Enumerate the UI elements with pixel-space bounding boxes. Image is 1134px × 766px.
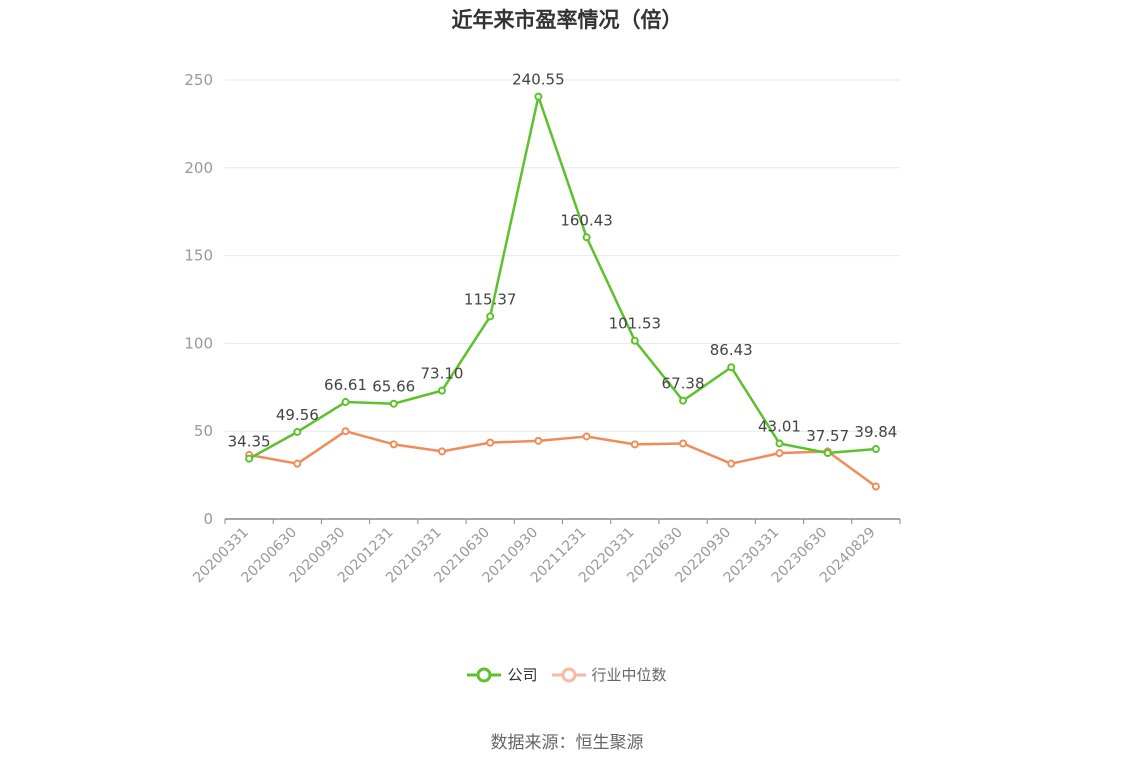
data-point-industry (679, 439, 688, 448)
y-tick-label: 150 (184, 247, 213, 265)
legend-label-industry: 行业中位数 (591, 666, 667, 684)
data-label-company: 34.35 (228, 433, 271, 451)
series-line-industry (248, 429, 877, 488)
data-label-company: 115.37 (464, 290, 517, 308)
data-point-industry (341, 427, 350, 436)
data-label-company: 49.56 (276, 406, 319, 424)
data-label-company: 37.57 (806, 427, 849, 445)
data-point-company (871, 445, 880, 454)
data-point-industry (630, 440, 639, 449)
data-point-industry (293, 459, 302, 468)
legend-item-company[interactable]: 公司 (467, 664, 538, 685)
data-label-company: 65.66 (372, 378, 415, 396)
data-point-company (437, 386, 446, 395)
legend-industry-icon (551, 667, 586, 682)
data-label-company: 67.38 (662, 375, 705, 393)
data-point-company (727, 363, 736, 372)
data-label-company: 66.61 (324, 376, 367, 394)
data-point-company (630, 336, 639, 345)
data-point-industry (582, 432, 591, 441)
data-label-company: 240.55 (512, 71, 565, 89)
data-point-company (534, 92, 543, 101)
data-point-company (582, 233, 591, 242)
series-line-company (248, 95, 876, 460)
data-point-industry (389, 440, 398, 449)
y-tick-label: 0 (203, 510, 213, 528)
y-tick-label: 250 (184, 71, 213, 89)
data-point-industry (727, 459, 736, 468)
data-point-company (486, 312, 495, 321)
data-point-company (823, 449, 832, 458)
data-point-industry (437, 447, 446, 456)
data-point-company (293, 427, 302, 436)
legend-company-icon (467, 667, 502, 682)
source-note: 数据来源：恒生聚源 (490, 733, 644, 753)
data-point-industry (534, 436, 543, 445)
y-tick-label: 50 (194, 422, 213, 440)
data-point-company (679, 396, 688, 405)
data-point-company (775, 439, 784, 448)
data-point-industry (775, 449, 784, 458)
data-point-company (389, 399, 398, 408)
data-label-company: 101.53 (609, 315, 662, 333)
data-label-company: 160.43 (560, 211, 613, 229)
data-point-company (341, 398, 350, 407)
data-point-industry (871, 482, 880, 491)
data-labels: 34.35 49.56 66.61 65.66 73.10 115.37 240.55 160… (228, 71, 898, 451)
legend-label-company: 公司 (507, 666, 538, 684)
y-tick-label: 100 (184, 334, 213, 352)
data-label-company: 86.43 (710, 341, 753, 359)
chart-title: 近年来市盈率情况（倍） (451, 8, 683, 32)
legend: 公司 行业中位数 (0, 664, 1134, 685)
data-point-company (245, 454, 254, 463)
data-label-company: 39.84 (854, 423, 897, 441)
data-point-industry (486, 438, 495, 447)
legend-item-industry[interactable]: 行业中位数 (551, 664, 667, 685)
axes: 0501001502002502020033120200630202009302… (184, 71, 901, 586)
series (245, 92, 880, 491)
data-label-company: 73.10 (420, 365, 463, 383)
data-label-company: 43.01 (758, 417, 801, 435)
y-tick-label: 200 (184, 159, 213, 177)
